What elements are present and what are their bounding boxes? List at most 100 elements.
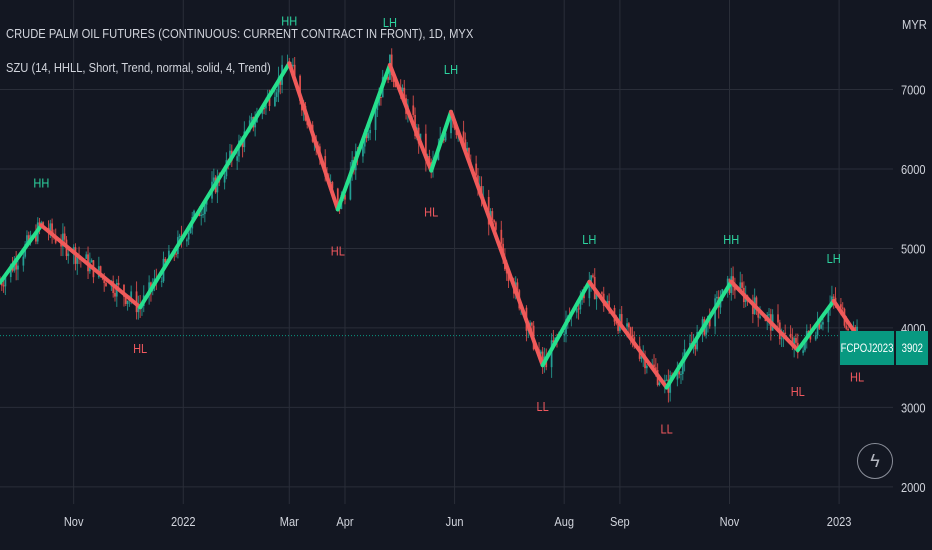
- candle-body: [202, 214, 204, 216]
- candle: [424, 124, 427, 172]
- candle-body: [241, 140, 244, 148]
- candle: [593, 268, 596, 300]
- candle: [74, 243, 77, 271]
- candle-body: [716, 296, 718, 299]
- candle-body: [550, 340, 553, 368]
- y-tick-label: 6000: [901, 162, 926, 177]
- y-tick-label: 7000: [901, 83, 926, 98]
- candle-body: [362, 146, 364, 157]
- candle-body: [629, 327, 632, 335]
- candle-body: [26, 235, 28, 245]
- x-tick-label: Apr: [336, 514, 353, 529]
- y-tick-label: 3000: [901, 401, 926, 416]
- last-price-tag: 3902: [896, 331, 928, 365]
- candle-body: [76, 256, 79, 264]
- candle-body: [200, 215, 203, 217]
- swing-label: HL: [850, 370, 864, 385]
- candle-body: [60, 242, 62, 247]
- candle-body: [123, 284, 125, 297]
- x-tick-label: 2022: [171, 514, 196, 529]
- zigzag-up-segment: [795, 298, 836, 353]
- candle-body: [468, 148, 470, 162]
- candle-body: [620, 314, 623, 327]
- candle-body: [590, 275, 593, 283]
- candle-body: [187, 233, 190, 240]
- y-tick-label: 5000: [901, 242, 926, 257]
- candle-body: [51, 223, 54, 235]
- candle: [275, 88, 278, 102]
- candle-body: [105, 283, 107, 287]
- candle-body: [608, 300, 611, 308]
- candle-body: [820, 324, 823, 329]
- candle: [374, 107, 377, 141]
- candle-body: [827, 307, 830, 323]
- candle-body: [809, 333, 812, 340]
- candle: [85, 251, 88, 260]
- candle-body: [275, 92, 278, 98]
- zigzag-down-segment: [387, 62, 434, 173]
- candle: [90, 258, 93, 263]
- candle-body: [530, 322, 533, 326]
- zigzag-down-segment: [587, 279, 669, 390]
- candle: [126, 300, 129, 311]
- candle-body: [615, 321, 618, 324]
- candle: [15, 251, 18, 281]
- indicator-legend[interactable]: SZU (14, HHLL, Short, Trend, normal, sol…: [6, 60, 271, 75]
- candle-body: [160, 281, 163, 283]
- chart-title: CRUDE PALM OIL FUTURES (CONTINUOUS: CURR…: [6, 26, 474, 41]
- candle-body: [274, 97, 276, 106]
- candle-body: [117, 282, 120, 285]
- candle: [160, 277, 163, 288]
- candle-body: [539, 351, 542, 354]
- candle-body: [336, 188, 339, 205]
- zigzag-down-segment: [287, 61, 340, 212]
- candle-body: [694, 344, 697, 350]
- candle-body: [577, 308, 580, 310]
- zigzag-down-segment: [729, 279, 800, 353]
- candle-body: [595, 292, 598, 300]
- candle-body: [795, 338, 797, 343]
- candle-body: [124, 296, 127, 304]
- candle-body: [552, 340, 555, 343]
- candle: [22, 252, 25, 272]
- candle: [550, 333, 553, 378]
- candle-body: [175, 253, 177, 255]
- candle-body: [780, 338, 783, 340]
- candle: [493, 219, 496, 225]
- candle: [741, 274, 743, 291]
- candle-body: [757, 308, 760, 318]
- candle-body: [777, 314, 779, 323]
- candle-body: [15, 261, 18, 270]
- candle-body: [185, 239, 188, 242]
- candle-body: [203, 204, 206, 215]
- lightning-bolt-icon[interactable]: ϟ: [857, 443, 893, 479]
- candle-body: [816, 322, 819, 336]
- candle: [274, 90, 276, 108]
- candle-body: [212, 177, 215, 182]
- candle-body: [793, 338, 796, 348]
- candle-body: [714, 298, 717, 327]
- candle-body: [17, 265, 19, 270]
- candle: [76, 255, 79, 275]
- candle-body: [832, 296, 835, 298]
- candle-body: [705, 322, 708, 335]
- candle-body: [789, 333, 792, 338]
- candle-body: [645, 365, 648, 369]
- candle: [814, 331, 817, 342]
- candle-body: [444, 133, 447, 141]
- candle-body: [394, 81, 397, 88]
- candle: [462, 120, 465, 145]
- zigzag-down-segment: [39, 223, 143, 310]
- candle-body: [424, 133, 427, 161]
- candle-body: [563, 334, 566, 336]
- candle-body: [236, 156, 239, 161]
- candle-body: [500, 229, 503, 244]
- x-tick-label: Jun: [446, 514, 464, 529]
- candle-body: [845, 325, 848, 329]
- candle-body: [67, 253, 70, 257]
- swing-label: LL: [536, 399, 549, 414]
- candle-body: [627, 323, 630, 328]
- candle-body: [741, 282, 743, 288]
- candle: [820, 321, 823, 330]
